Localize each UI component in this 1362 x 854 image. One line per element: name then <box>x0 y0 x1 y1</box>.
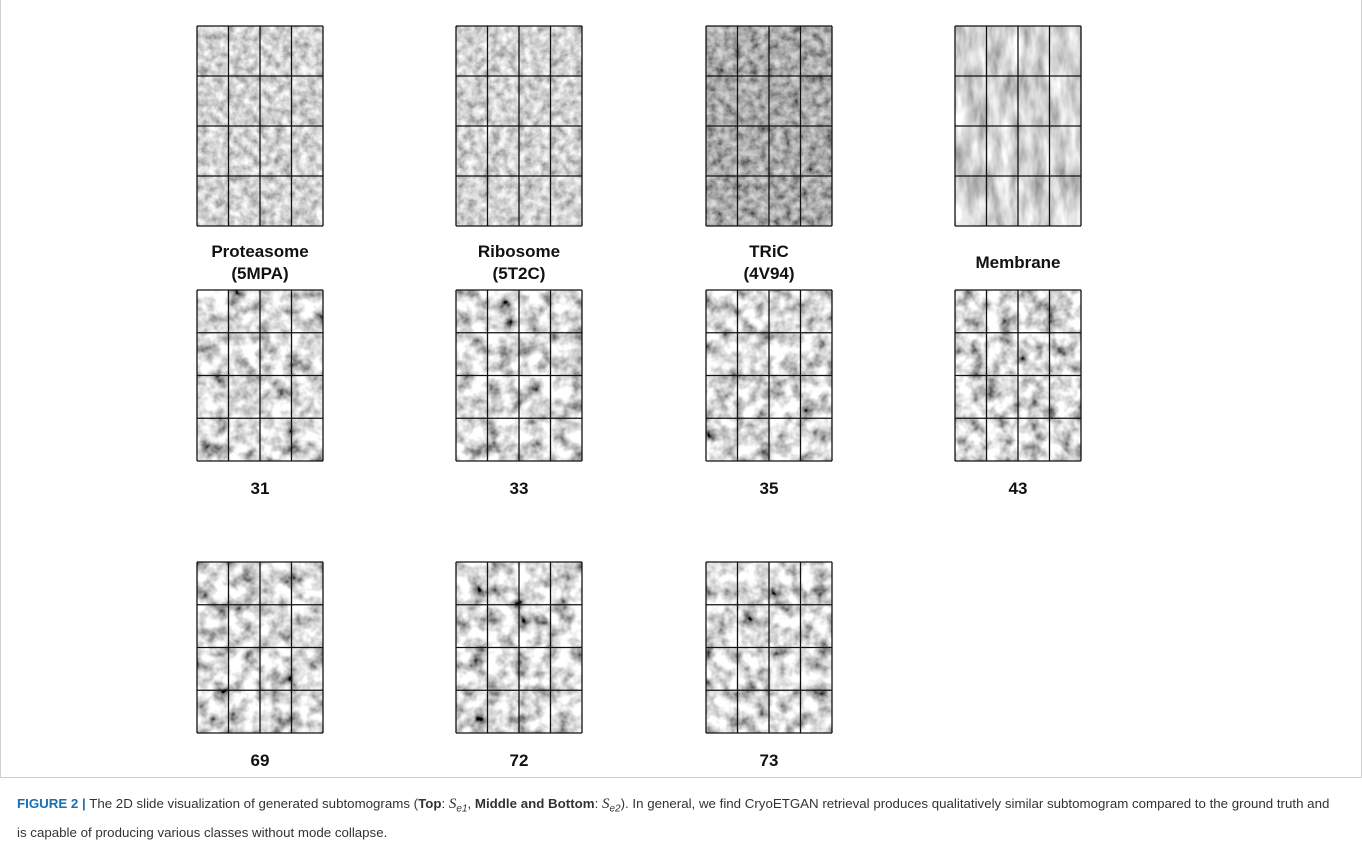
panel-label: 43 <box>1009 479 1028 498</box>
subtomogram-panel <box>197 562 323 733</box>
panel-label: Membrane <box>975 253 1060 272</box>
caption-text: : <box>595 796 602 811</box>
panel-label: (5MPA) <box>231 264 288 283</box>
subtomogram-panel <box>955 290 1081 461</box>
subtomogram-panel <box>706 562 832 733</box>
panel-label: 33 <box>510 479 529 498</box>
subtomogram-panel <box>706 26 832 226</box>
panel-label: 31 <box>251 479 270 498</box>
panel-label: 73 <box>760 751 779 770</box>
caption-text: : <box>442 796 449 811</box>
subtomogram-panel <box>955 26 1081 226</box>
caption-bold: Middle and Bottom <box>475 796 595 811</box>
panel-label: Ribosome <box>478 242 560 261</box>
caption-text: , <box>468 796 475 811</box>
panel-label: 35 <box>760 479 779 498</box>
subtomogram-panel <box>197 26 323 226</box>
subtomogram-panel <box>456 290 582 461</box>
caption-subscript: e2 <box>609 804 620 815</box>
panel-label: (5T2C) <box>493 264 546 283</box>
caption-bold: Top <box>418 796 441 811</box>
subtomogram-panel <box>456 26 582 226</box>
subtomogram-panel <box>706 290 832 461</box>
page: Proteasome (5MPA) Ribosome (5T2C) TRiC (4V94)… <box>0 0 1362 854</box>
panel-label: 72 <box>510 751 529 770</box>
figure-label: FIGURE 2 | <box>17 796 86 811</box>
panel-label: TRiC <box>749 242 789 261</box>
caption-subscript: e1 <box>456 804 467 815</box>
subtomogram-panel <box>197 290 323 461</box>
panel-label: (4V94) <box>743 264 794 283</box>
panel-label: 69 <box>251 751 270 770</box>
figure: Proteasome (5MPA) Ribosome (5T2C) TRiC (4V94)… <box>0 0 1362 780</box>
caption: FIGURE 2 | The 2D slide visualization of… <box>17 792 1337 844</box>
subtomogram-panel <box>456 562 582 733</box>
caption-text: The 2D slide visualization of generated … <box>86 796 418 811</box>
panel-label: Proteasome <box>211 242 308 261</box>
